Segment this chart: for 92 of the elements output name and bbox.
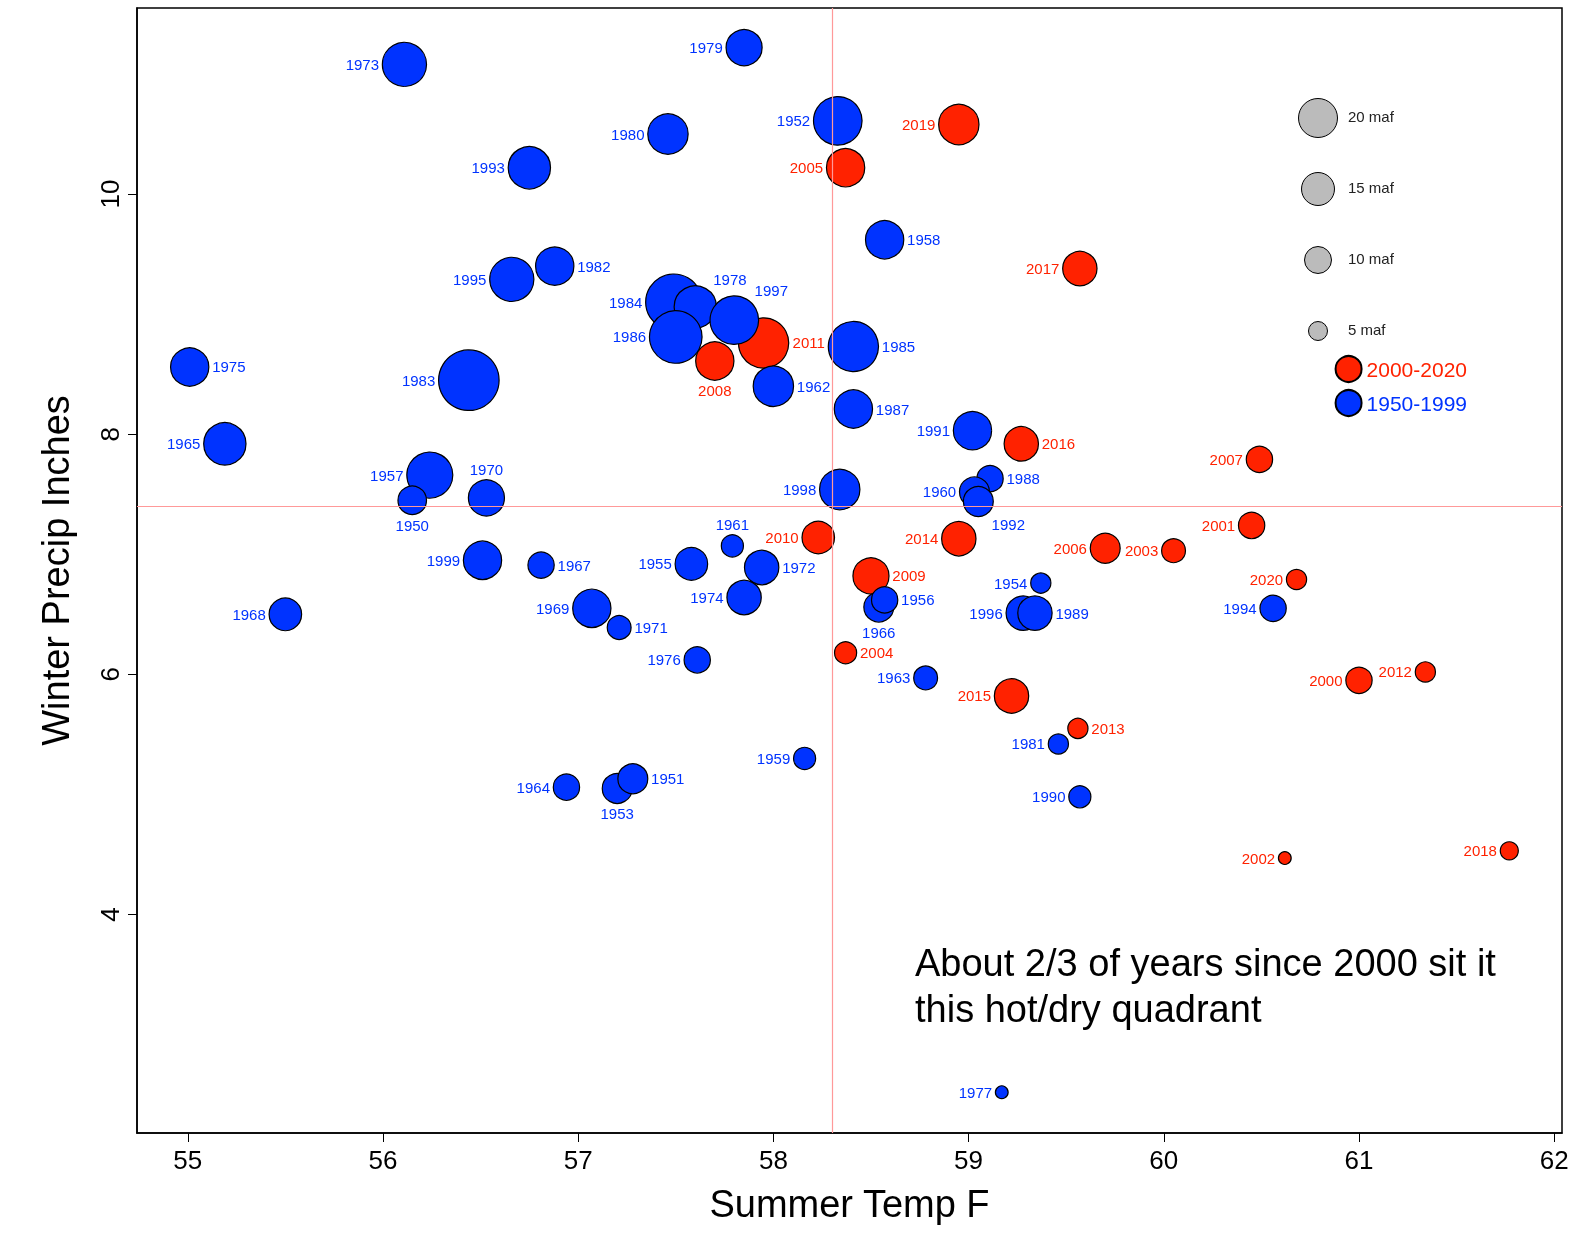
annotation: 1999 (426, 551, 461, 569)
annotation: 1969 (536, 599, 570, 617)
annotation: 2014 (904, 530, 939, 548)
annotation: 1984 (608, 293, 643, 311)
x-tick-label: 60 (1149, 1145, 1179, 1175)
annotation: 1981 (1011, 735, 1045, 753)
annotation: 1982 (577, 257, 611, 275)
annotation: 2016 (1041, 435, 1076, 453)
annotation: 1962 (796, 377, 831, 395)
y-axis-title: Winter Precip Inches (35, 395, 77, 746)
annotation: 2019 (901, 115, 936, 133)
annotation: 2015 (957, 687, 992, 705)
annotation: 2008 (698, 382, 732, 400)
annotation: 1990 (1032, 788, 1066, 806)
y-tick-label: 6 (95, 667, 125, 682)
annotation: 1978 (713, 270, 747, 288)
annotation: 1976 (647, 651, 681, 669)
legend-label: 20 maf (1348, 108, 1394, 125)
annotation: 1997 (754, 281, 788, 299)
annotation: 1964 (516, 778, 550, 796)
annotation: 1985 (881, 338, 916, 356)
annotation: 1968 (232, 605, 266, 623)
x-tick-label: 55 (173, 1145, 203, 1175)
annotation: 2007 (1209, 450, 1243, 468)
annotation: 1995 (453, 270, 487, 288)
annotation: 1972 (782, 559, 816, 576)
legend-label: 10 maf (1348, 250, 1394, 267)
annotation: 2013 (1091, 719, 1125, 737)
annotation: 1955 (638, 555, 672, 573)
annotation: 1965 (167, 435, 201, 453)
annotation: 1953 (600, 805, 634, 823)
annotation: 2001 (1201, 516, 1236, 534)
annotation: 1994 (1223, 599, 1257, 617)
annotation: 2017 (1025, 260, 1060, 278)
annotation: 2005 (789, 159, 824, 177)
annotation: About 2/3 of years since 2000 sit it this hot/dry quadrant (915, 942, 1507, 1030)
annotation: 1959 (756, 749, 791, 767)
legend-label: 15 maf (1348, 179, 1394, 196)
annotation: 1975 (212, 358, 246, 376)
annotation: 2006 (1053, 539, 1087, 557)
annotation: 2010 (765, 528, 799, 546)
annotation: 1974 (690, 589, 724, 607)
x-tick-label: 59 (954, 1145, 984, 1175)
annotation: 1986 (612, 328, 647, 346)
x-tick-label: 57 (563, 1145, 593, 1175)
x-tick-label: 61 (1344, 1145, 1374, 1175)
legend-label: 2000-2020 (1366, 357, 1468, 381)
legend-label: 1950-1999 (1366, 391, 1468, 415)
y-tick-label: 4 (95, 907, 125, 922)
legend-label: 5 maf (1348, 321, 1386, 338)
x-tick-label: 58 (758, 1145, 788, 1175)
annotation: 1956 (901, 591, 935, 609)
annotation: 2009 (892, 567, 926, 585)
x-axis-title: Summer Temp F (709, 1183, 990, 1225)
annotation: 1961 (715, 515, 750, 533)
annotation: 2011 (792, 334, 825, 352)
annotation: 1980 (611, 125, 645, 143)
annotation: 1951 (651, 770, 685, 788)
annotation: 2002 (1241, 849, 1276, 867)
annotation: 1987 (875, 400, 910, 418)
annotation: 2004 (859, 644, 894, 662)
annotation: 1977 (958, 1083, 993, 1101)
annotation: 1988 (1006, 470, 1040, 488)
annotation: 1967 (557, 556, 591, 574)
annotation: 1960 (922, 483, 957, 501)
y-tick-label: 10 (95, 179, 125, 209)
annotation: 2018 (1463, 842, 1497, 860)
annotation: 1963 (877, 669, 911, 687)
x-tick-label: 56 (368, 1145, 398, 1175)
annotation: 1952 (776, 112, 811, 130)
annotation: 1998 (782, 480, 817, 498)
annotation: 1973 (345, 55, 380, 73)
annotation: 1979 (689, 39, 723, 57)
annotation: 1989 (1055, 604, 1089, 622)
annotation: 2000 (1309, 671, 1343, 689)
y-tick-label: 8 (95, 426, 125, 442)
annotation: 1993 (471, 159, 505, 177)
annotation: 1957 (370, 466, 404, 484)
annotation: 2003 (1124, 542, 1159, 560)
annotation: 1971 (634, 619, 668, 637)
annotation: 1992 (991, 515, 1025, 533)
annotation: 1958 (907, 231, 941, 249)
annotation: 1991 (916, 422, 951, 440)
annotation: 1983 (401, 371, 436, 389)
annotation: 1966 (862, 624, 896, 642)
annotation: 1970 (469, 460, 504, 478)
annotation: 1954 (994, 574, 1028, 592)
annotation: 1950 (395, 516, 429, 534)
annotation: 2020 (1249, 571, 1284, 588)
x-tick-label: 62 (1539, 1145, 1569, 1175)
annotation: 2012 (1378, 663, 1412, 681)
annotation: 1996 (969, 604, 1003, 622)
